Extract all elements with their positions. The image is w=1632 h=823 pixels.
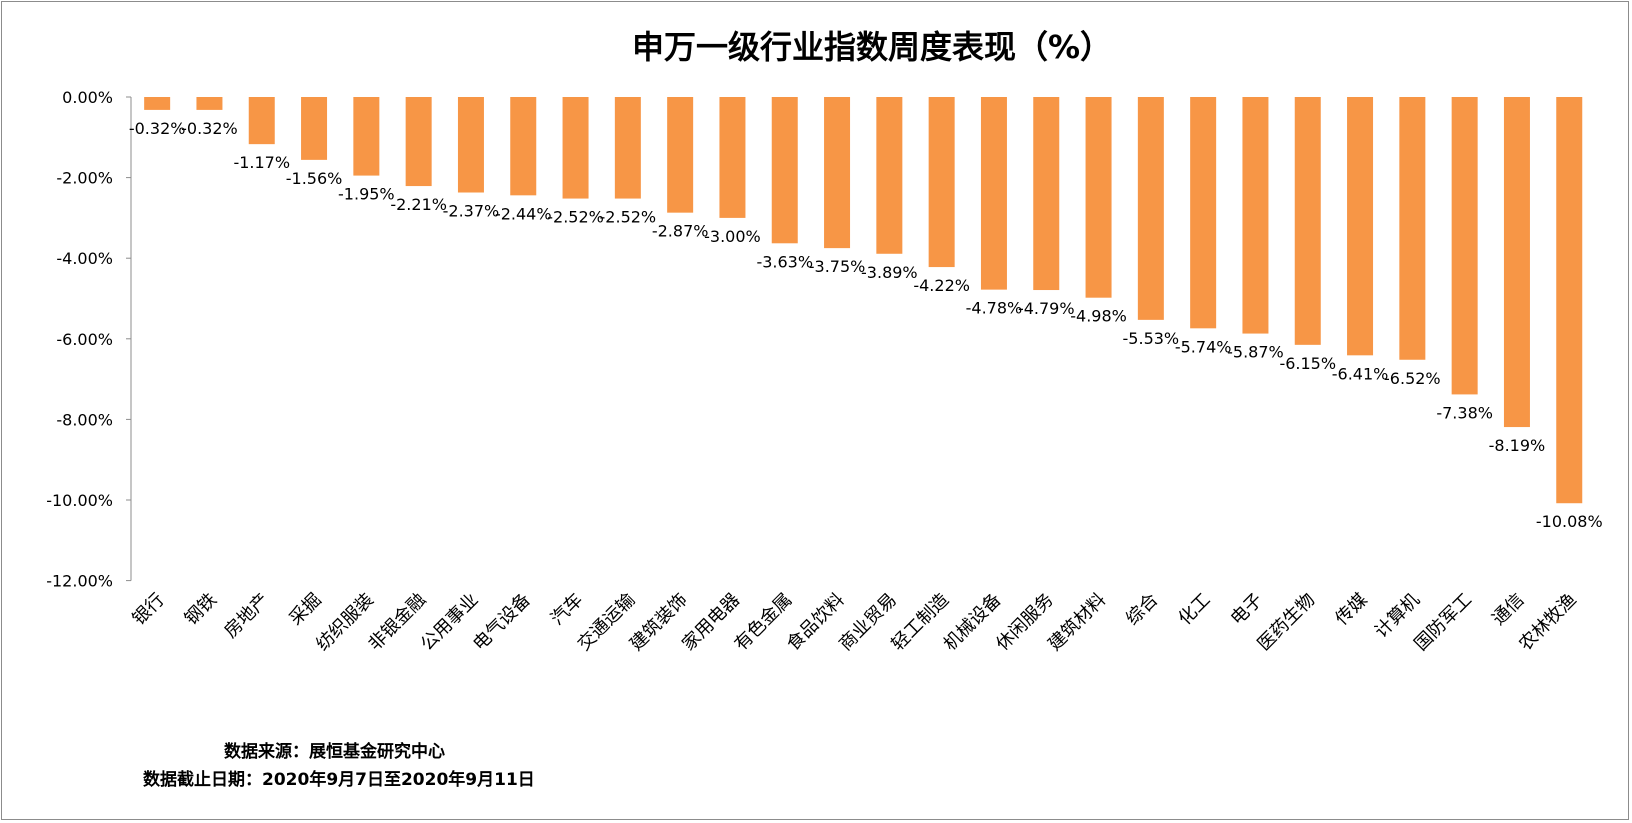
axes: 0.00% -2.00% -4.00% -6.00% -8.00% -10.00% -12.… bbox=[46, 88, 132, 591]
bar-data-label: -3.00% bbox=[704, 227, 761, 246]
x-category-label: 建筑材料 bbox=[1044, 589, 1110, 655]
bar-data-label: -3.89% bbox=[861, 263, 918, 282]
bar bbox=[1399, 97, 1426, 360]
bar-data-label: -3.75% bbox=[809, 257, 866, 276]
x-category-label: 采掘 bbox=[285, 589, 325, 629]
bar bbox=[562, 97, 589, 199]
data-source-note: 数据来源：展恒基金研究中心 bbox=[224, 742, 445, 762]
bar bbox=[510, 97, 537, 196]
bar-data-label: -1.95% bbox=[338, 185, 395, 204]
x-category-label: 电子 bbox=[1227, 589, 1267, 629]
bars bbox=[144, 97, 1583, 504]
bar bbox=[824, 97, 851, 249]
bar bbox=[667, 97, 694, 213]
y-tick-label: -10.00% bbox=[46, 491, 113, 510]
y-tick-label: -2.00% bbox=[56, 169, 113, 188]
bar bbox=[1451, 97, 1478, 395]
bar bbox=[980, 97, 1007, 290]
bar-data-label: -6.15% bbox=[1279, 354, 1336, 373]
bar bbox=[614, 97, 641, 199]
bar-data-label: -0.32% bbox=[181, 119, 238, 138]
bar bbox=[405, 97, 432, 187]
y-tick-label: -8.00% bbox=[56, 410, 113, 429]
bar-data-label: -6.52% bbox=[1384, 369, 1441, 388]
bar bbox=[301, 97, 328, 160]
bar-data-label: -4.22% bbox=[913, 276, 970, 295]
x-category-label: 电气设备 bbox=[469, 589, 535, 655]
x-category-label: 通信 bbox=[1488, 589, 1528, 629]
bar bbox=[1503, 97, 1530, 428]
bar-data-label: -1.56% bbox=[286, 169, 343, 188]
x-category-label: 银行 bbox=[128, 589, 168, 629]
bar-data-label: -2.52% bbox=[547, 208, 604, 227]
bar-data-label: -2.52% bbox=[600, 208, 657, 227]
bar bbox=[771, 97, 798, 244]
y-tick-label: -12.00% bbox=[46, 572, 113, 591]
x-category-label: 农林牧渔 bbox=[1515, 589, 1581, 655]
bar bbox=[1347, 97, 1374, 356]
date-range-note: 数据截止日期：2020年9月7日至2020年9月11日 bbox=[143, 770, 535, 790]
x-category-label: 化工 bbox=[1174, 589, 1214, 629]
bar bbox=[1190, 97, 1217, 329]
bar-data-label: -4.98% bbox=[1070, 307, 1127, 326]
x-category-label: 国防军工 bbox=[1410, 589, 1476, 655]
bar-data-label: -2.21% bbox=[390, 195, 447, 214]
bar-data-label: -4.79% bbox=[1018, 299, 1075, 318]
bar bbox=[1137, 97, 1164, 320]
x-category-label: 房地产 bbox=[220, 589, 273, 642]
y-tick-label: 0.00% bbox=[62, 88, 113, 107]
x-category-label: 医药生物 bbox=[1254, 589, 1320, 655]
bar-data-label: -2.37% bbox=[443, 202, 500, 221]
bar-data-label: -2.87% bbox=[652, 222, 709, 241]
chart-title: 申万一级行业指数周度表现（%） bbox=[632, 28, 1112, 66]
bar-data-label: -5.53% bbox=[1123, 329, 1180, 348]
bar bbox=[144, 97, 171, 110]
bar-data-label: -2.44% bbox=[495, 204, 552, 223]
x-category-label: 钢铁 bbox=[181, 589, 221, 629]
bar bbox=[876, 97, 903, 254]
bar-data-label: -0.32% bbox=[129, 119, 186, 138]
bar-data-label: -3.63% bbox=[756, 252, 813, 271]
bar bbox=[928, 97, 955, 268]
bar-data-label: -8.19% bbox=[1489, 436, 1546, 455]
bar bbox=[353, 97, 380, 176]
bar-data-label: -1.17% bbox=[233, 153, 290, 172]
bar-data-label: -5.87% bbox=[1227, 343, 1284, 362]
x-category-label: 综合 bbox=[1122, 589, 1162, 629]
x-category-label: 汽车 bbox=[547, 589, 587, 629]
y-tick-label: -6.00% bbox=[56, 330, 113, 349]
x-category-label: 传媒 bbox=[1331, 589, 1371, 629]
bar bbox=[1556, 97, 1583, 504]
bar-data-label: -10.08% bbox=[1536, 512, 1603, 531]
data-labels: -0.32%-0.32% -1.17%-1.56%-1.95%-2.21%-2.3… bbox=[129, 119, 1603, 531]
bar-data-label: -6.41% bbox=[1332, 364, 1389, 383]
y-tick-label: -4.00% bbox=[56, 249, 113, 268]
bar-data-label: -5.74% bbox=[1175, 337, 1232, 356]
bar bbox=[248, 97, 275, 145]
bar-data-label: -7.38% bbox=[1436, 403, 1493, 422]
bar bbox=[719, 97, 746, 218]
bar-data-label: -4.78% bbox=[966, 299, 1023, 318]
bar bbox=[1033, 97, 1060, 291]
bar bbox=[1294, 97, 1321, 345]
bar bbox=[1242, 97, 1269, 334]
bar bbox=[457, 97, 484, 193]
bar bbox=[1085, 97, 1112, 298]
bar bbox=[196, 97, 223, 110]
